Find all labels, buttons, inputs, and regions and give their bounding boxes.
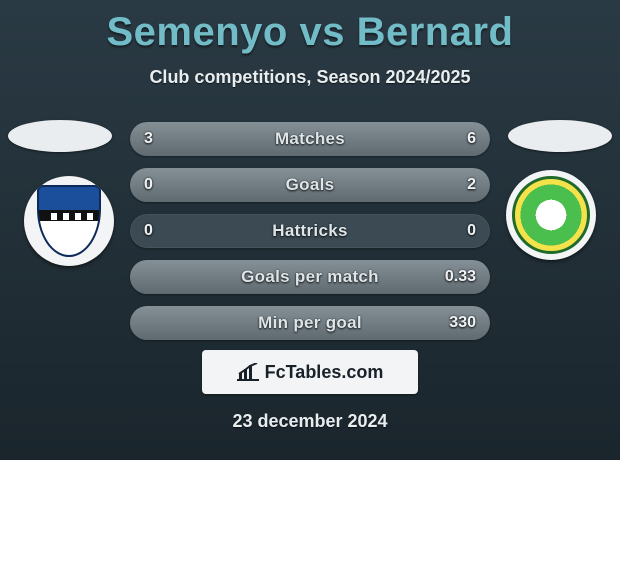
player1-name: Semenyo — [107, 10, 288, 54]
stat-label: Matches — [130, 122, 490, 156]
player2-name: Bernard — [357, 10, 514, 54]
branding-text: FcTables.com — [265, 362, 384, 383]
stat-label: Min per goal — [130, 306, 490, 340]
branding-badge[interactable]: FcTables.com — [202, 350, 418, 394]
bar-chart-icon — [237, 363, 259, 381]
stat-row: 00Hattricks — [130, 214, 490, 248]
shield-icon — [37, 185, 101, 257]
stat-row: 02Goals — [130, 168, 490, 202]
generated-date: 23 december 2024 — [0, 411, 620, 432]
stat-row: 36Matches — [130, 122, 490, 156]
roundel-icon — [512, 176, 590, 254]
subtitle: Club competitions, Season 2024/2025 — [0, 67, 620, 88]
club-crest-left — [24, 176, 114, 266]
comparison-card: Semenyo vs Bernard Club competitions, Se… — [0, 0, 620, 460]
stats-panel: 36Matches 02Goals 00Hattricks 0.33Goals per… — [130, 122, 490, 352]
vs-text: vs — [299, 10, 345, 54]
stat-label: Hattricks — [130, 214, 490, 248]
stat-row: 330Min per goal — [130, 306, 490, 340]
club-crest-right — [506, 170, 596, 260]
ellipse-right-icon — [508, 120, 612, 152]
ellipse-left-icon — [8, 120, 112, 152]
stat-row: 0.33Goals per match — [130, 260, 490, 294]
stat-label: Goals — [130, 168, 490, 202]
stat-label: Goals per match — [130, 260, 490, 294]
white-region — [0, 460, 620, 580]
page-title: Semenyo vs Bernard — [0, 0, 620, 55]
